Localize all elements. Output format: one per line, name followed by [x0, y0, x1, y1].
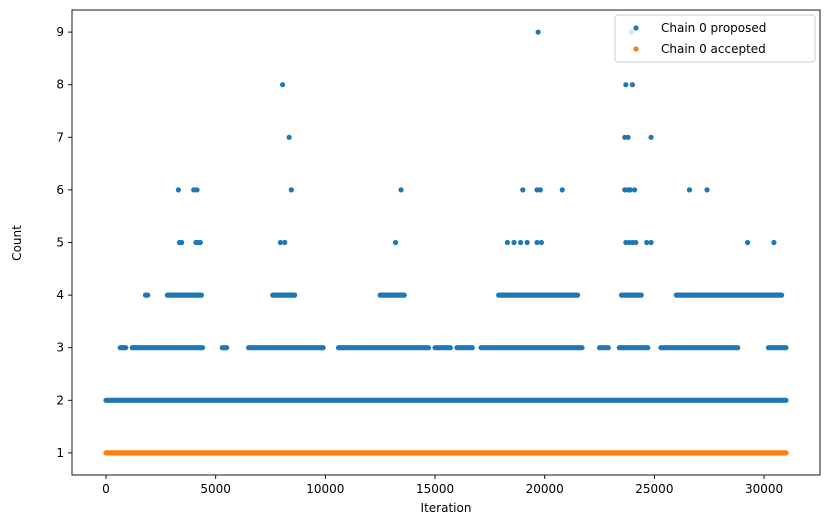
- data-point: [771, 239, 777, 246]
- point-band: [616, 345, 651, 351]
- data-point: [686, 187, 693, 193]
- legend-label-accepted: Chain 0 accepted: [661, 42, 766, 56]
- data-point: [625, 134, 631, 140]
- x-tick-label: 25000: [635, 482, 673, 496]
- y-tick-label: 3: [56, 341, 64, 355]
- x-axis-label: Iteration: [421, 501, 472, 515]
- point-band: [142, 292, 151, 298]
- point-band: [103, 450, 789, 456]
- point-band: [103, 397, 789, 403]
- y-axis-label: Count: [10, 225, 24, 261]
- data-point: [504, 239, 511, 246]
- point-band: [335, 345, 432, 351]
- legend-label-proposed: Chain 0 proposed: [661, 21, 766, 35]
- y-tick-label: 1: [56, 446, 64, 460]
- data-point: [179, 239, 185, 246]
- data-point: [398, 187, 404, 193]
- data-point: [197, 239, 203, 246]
- data-point: [648, 239, 654, 246]
- point-band: [164, 292, 205, 298]
- x-tick-label: 30000: [745, 482, 783, 496]
- data-point: [520, 187, 526, 193]
- x-tick-label: 10000: [306, 482, 344, 496]
- point-band: [478, 345, 585, 351]
- x-tick-label: 20000: [526, 482, 564, 496]
- y-tick-label: 8: [56, 78, 64, 92]
- legend-box: [614, 14, 816, 63]
- marks-layer: [103, 29, 789, 456]
- point-band: [245, 345, 326, 351]
- data-point: [279, 82, 286, 88]
- x-axis: 0 5000 10000 15000 20000 25000 30000: [102, 475, 783, 496]
- point-band: [496, 292, 581, 298]
- point-band: [673, 292, 785, 298]
- data-point: [623, 82, 629, 88]
- data-point: [648, 134, 654, 140]
- legend-marker-accepted: [633, 46, 639, 52]
- legend-marker-proposed: [633, 25, 639, 31]
- data-point: [288, 187, 294, 193]
- data-point: [517, 239, 524, 246]
- y-axis: 1 2 3 4 5 6 7 8 9: [56, 25, 72, 460]
- legend: Chain 0 proposed Chain 0 accepted: [614, 14, 816, 63]
- y-tick-label: 2: [56, 393, 64, 407]
- data-point: [632, 187, 638, 193]
- data-point: [559, 187, 565, 193]
- data-point: [524, 239, 530, 246]
- y-tick-label: 4: [56, 288, 64, 302]
- y-tick-label: 5: [56, 236, 64, 250]
- data-point: [194, 187, 200, 193]
- y-tick-label: 7: [56, 130, 64, 144]
- data-point: [644, 239, 650, 246]
- data-point: [534, 239, 540, 246]
- point-band: [454, 345, 475, 351]
- point-band: [658, 345, 741, 351]
- x-tick-label: 0: [102, 482, 110, 496]
- point-band: [117, 345, 129, 351]
- point-band: [129, 345, 206, 351]
- data-point: [627, 187, 633, 193]
- data-point: [511, 239, 517, 246]
- point-band: [432, 345, 453, 351]
- data-point: [535, 29, 541, 35]
- point-band: [618, 292, 644, 298]
- point-band: [219, 345, 230, 351]
- y-tick-label: 9: [56, 25, 64, 39]
- series-accepted: [103, 450, 789, 456]
- series-proposed: [103, 29, 789, 403]
- data-point: [537, 187, 543, 193]
- data-point: [277, 239, 283, 246]
- x-tick-label: 15000: [416, 482, 454, 496]
- data-point: [286, 134, 292, 140]
- data-point: [282, 239, 288, 246]
- point-band: [596, 345, 611, 351]
- data-point: [745, 239, 751, 246]
- data-point: [633, 239, 639, 246]
- data-point: [704, 187, 710, 193]
- x-tick-label: 5000: [200, 482, 231, 496]
- data-point: [175, 187, 181, 193]
- point-band: [377, 292, 407, 298]
- data-point: [538, 239, 545, 246]
- point-band: [765, 345, 789, 351]
- y-tick-label: 6: [56, 183, 64, 197]
- data-point: [629, 82, 636, 88]
- data-point: [392, 239, 399, 246]
- point-band: [270, 292, 298, 298]
